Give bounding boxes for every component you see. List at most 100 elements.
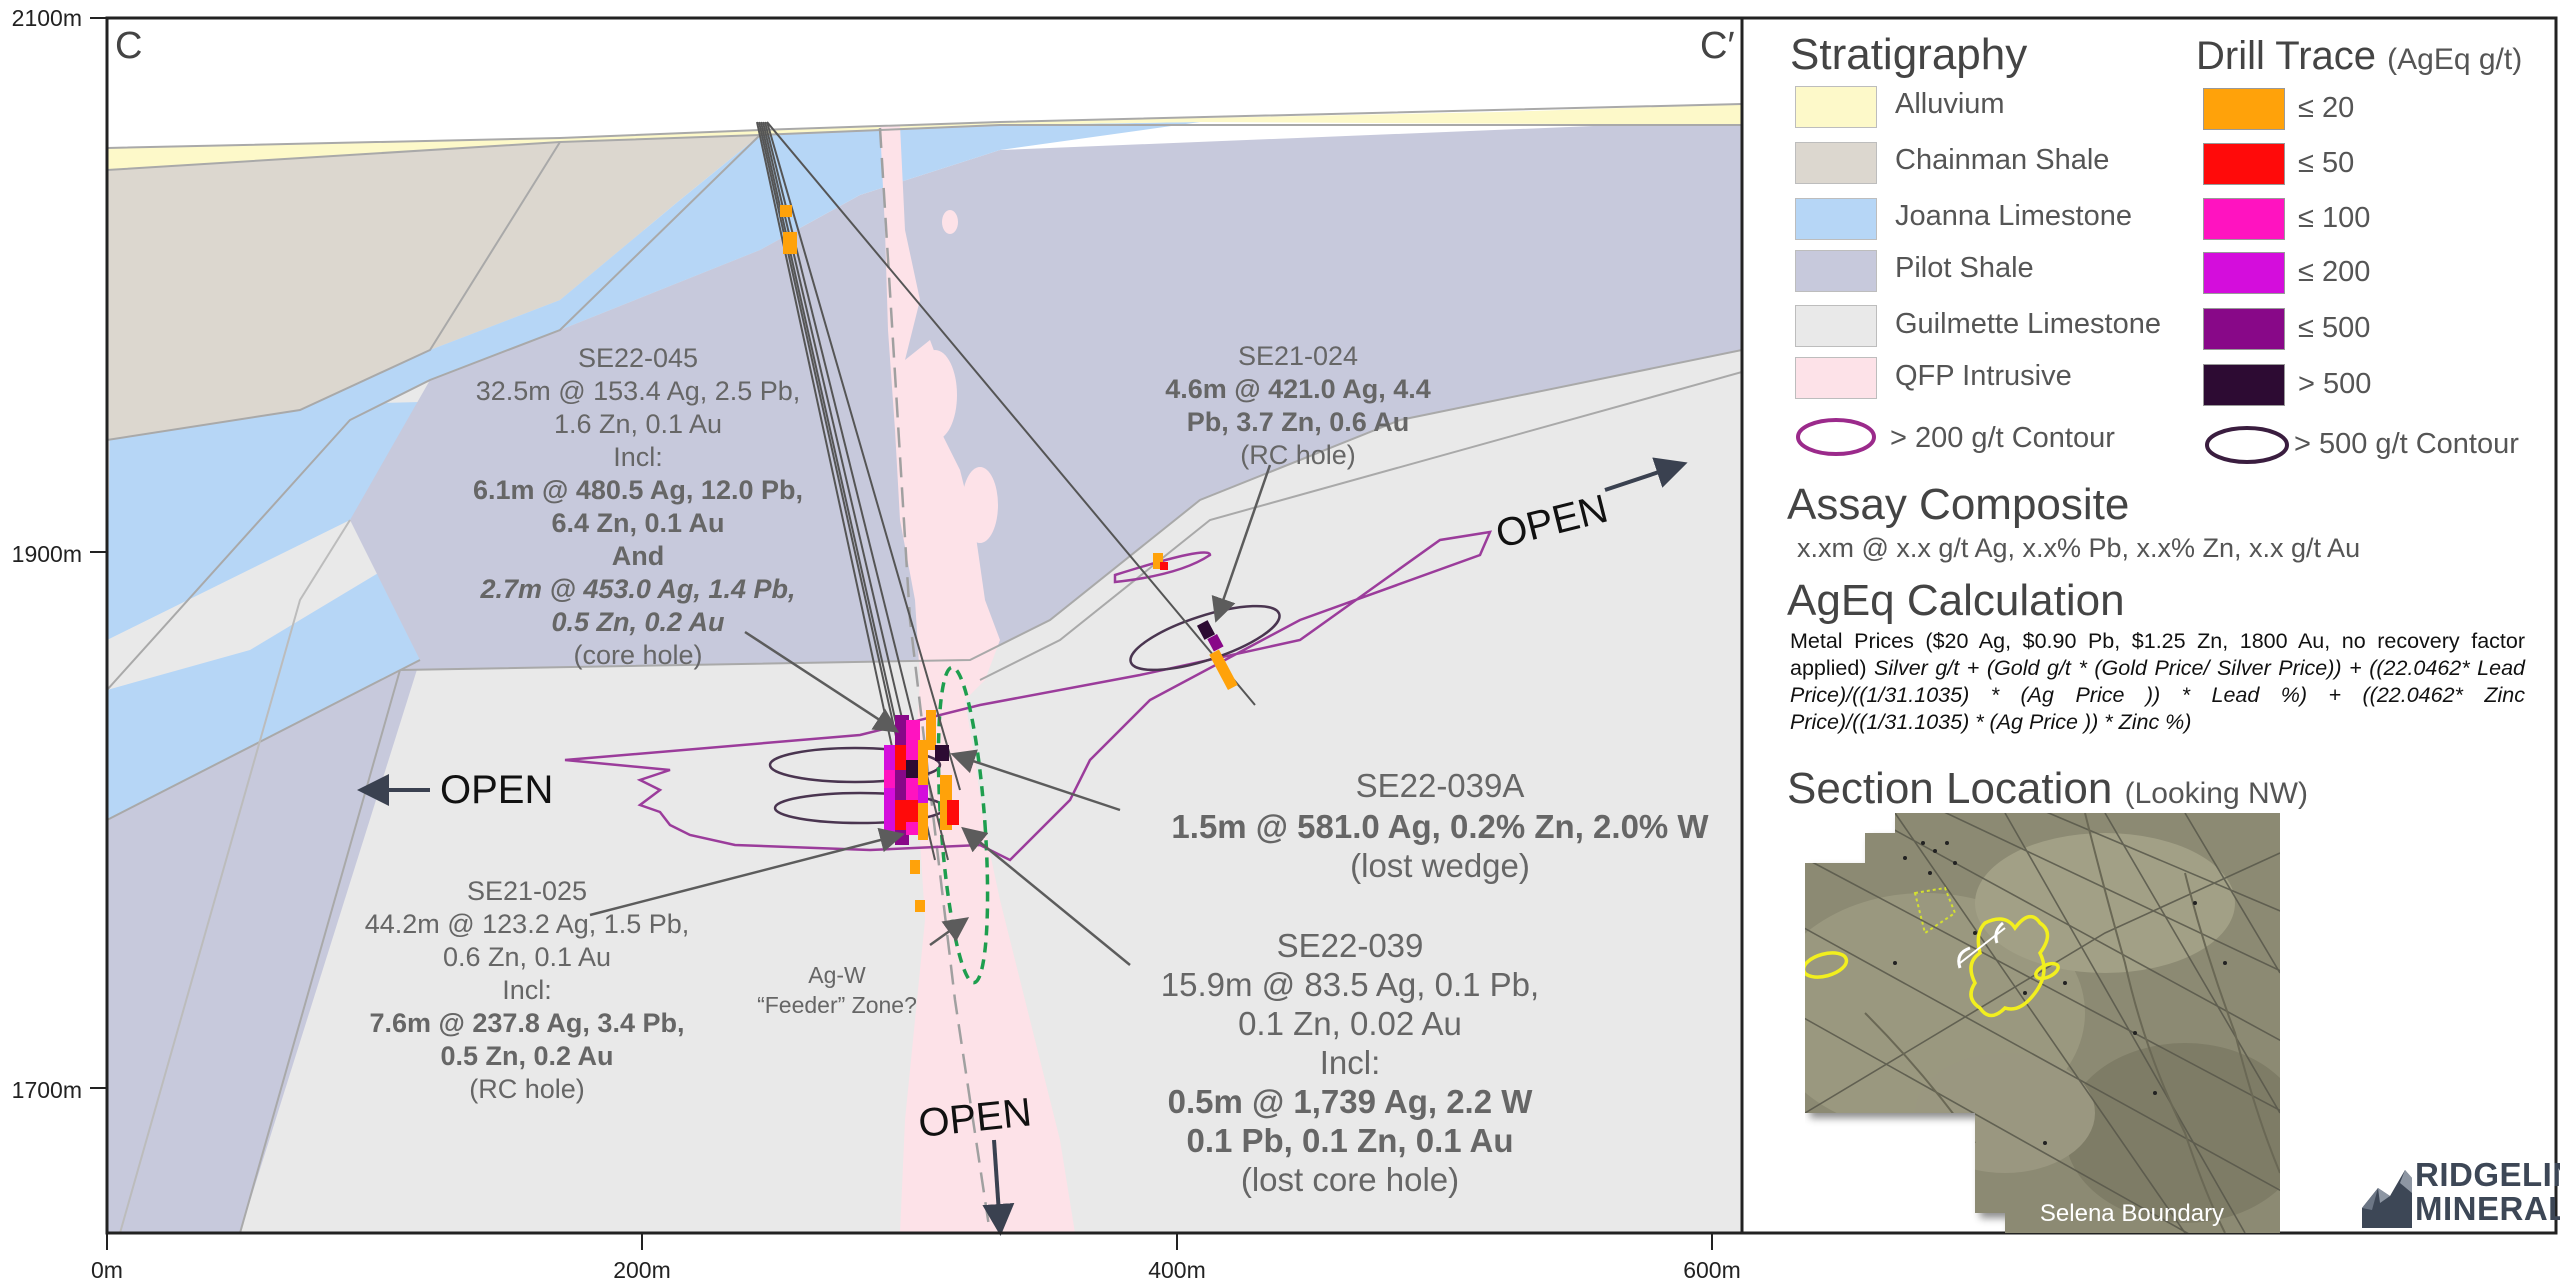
legend-label-pilot-shale: Pilot Shale [1895,252,2034,284]
contour-200-se21-024 [1113,551,1212,584]
swatch-pilot-shale [1795,250,1877,292]
section-location-map: Selena Boundary [1805,813,2280,1233]
svg-text:And: And [612,541,664,571]
drill-trace-title: Drill Trace (AgEq g/t) [2196,34,2522,79]
y-tick-2100: 2100m [12,5,82,31]
ageq-calculation-text: Metal Prices ($20 Ag, $0.90 Pb, $1.25 Zn… [1790,628,2525,736]
svg-text:4.6m @ 421.0 Ag, 4.4: 4.6m @ 421.0 Ag, 4.4 [1165,374,1430,404]
svg-text:SE22-039: SE22-039 [1277,927,1424,964]
legend-label-qfp-intrusive: QFP Intrusive [1895,360,2072,392]
assay-composite-format: x.xm @ x.x g/t Ag, x.x% Pb, x.x% Zn, x.x… [1797,533,2361,563]
svg-text:Pb, 3.7 Zn, 0.6 Au: Pb, 3.7 Zn, 0.6 Au [1187,407,1410,437]
open-label-left: OPEN [440,768,553,812]
section-location-subtitle: (Looking NW) [2124,777,2308,810]
svg-text:(lost core hole): (lost core hole) [1241,1161,1459,1198]
contour-200-main [564,530,1493,862]
trace-orange [1153,553,1163,569]
swatch-drill-gt500 [2203,364,2285,406]
legend-label-alluvium: Alluvium [1895,88,2005,120]
svg-text:(RC hole): (RC hole) [469,1074,585,1104]
swatch-drill-le50 [2203,143,2285,185]
svg-text:0.1 Zn, 0.02 Au: 0.1 Zn, 0.02 Au [1238,1005,1462,1042]
legend-label-drill-le200: ≤ 200 [2298,256,2371,288]
ageq-formula: Silver g/t + (Gold g/t * (Gold Price/ Si… [1790,656,2525,734]
svg-text:15.9m @ 83.5 Ag, 0.1 Pb,: 15.9m @ 83.5 Ag, 0.1 Pb, [1161,966,1539,1003]
section-location-title-text: Section Location [1787,764,2113,813]
contour-500-left-upper [768,746,942,784]
swatch-drill-le500 [2203,308,2285,350]
annotation-se21-025: SE21-025 44.2m @ 123.2 Ag, 1.5 Pb, 0.6 Z… [365,876,690,1104]
ageq-metal-prices: Metal Prices ($20 Ag, $0.90 Pb, $1.25 Zn… [1790,629,2525,680]
unit-pilot-shale-lower-left [107,660,420,1233]
svg-text:1.5m @ 581.0 Ag, 0.2% Zn, 2.0%: 1.5m @ 581.0 Ag, 0.2% Zn, 2.0% W [1171,808,1709,845]
legend-label-chainman-shale: Chainman Shale [1895,144,2110,176]
svg-text:Incl:: Incl: [1320,1044,1381,1081]
legend-label-guilmette-limestone: Guilmette Limestone [1895,308,2161,340]
trace-purple [1207,634,1224,652]
trace-orange [1209,649,1238,691]
svg-text:0.6 Zn, 0.1 Au: 0.6 Zn, 0.1 Au [443,942,611,972]
geology-section [107,18,1742,1233]
open-arrow-down [982,1139,1015,1236]
svg-text:0.1 Pb, 0.1 Zn, 0.1 Au: 0.1 Pb, 0.1 Zn, 0.1 Au [1186,1122,1513,1159]
main-intercept-cluster [884,710,959,912]
contour-500-legend-icon [2205,426,2289,464]
trace-orange [783,232,797,254]
svg-text:(lost wedge): (lost wedge) [1350,847,1530,884]
svg-text:“Feeder” Zone?: “Feeder” Zone? [757,992,917,1018]
svg-text:Ag-W: Ag-W [808,962,866,988]
svg-text:0.5m @ 1,739 Ag, 2.2 W: 0.5m @ 1,739 Ag, 2.2 W [1168,1083,1534,1120]
swatch-qfp-intrusive [1795,357,1877,399]
svg-text:(core hole): (core hole) [573,640,702,670]
unit-chainman-shale [107,135,760,440]
y-ticks [90,17,107,1089]
legend-label-drill-le500: ≤ 500 [2298,312,2371,344]
logo-line-1: RIDGELINE [2415,1156,2560,1193]
swatch-guilmette-limestone [1795,305,1877,347]
unit-alluvium [107,104,1742,170]
x-ticks [106,1233,1713,1250]
svg-text:7.6m @ 237.8 Ag, 3.4 Pb,: 7.6m @ 237.8 Ag, 3.4 Pb, [370,1008,685,1038]
x-axis: 0m 200m 400m 600m [91,1257,1741,1283]
stratigraphy-title: Stratigraphy [1790,30,2028,79]
y-axis: 2100m 1900m 1700m [12,5,82,1103]
svg-text:Incl:: Incl: [502,975,552,1005]
legend-label-drill-le20: ≤ 20 [2298,92,2355,124]
x-tick-200: 200m [613,1257,671,1283]
x-tick-400: 400m [1148,1257,1206,1283]
annotation-se22-039a: SE22-039A 1.5m @ 581.0 Ag, 0.2% Zn, 2.0%… [1171,767,1709,884]
svg-text:6.1m @ 480.5 Ag, 12.0 Pb,: 6.1m @ 480.5 Ag, 12.0 Pb, [473,475,803,505]
qfp-lobe [913,350,957,440]
drill-traces [756,121,1256,912]
svg-text:SE21-025: SE21-025 [467,876,587,906]
y-tick-1700: 1700m [12,1077,82,1103]
trace-dark [1196,620,1216,640]
svg-text:SE21-024: SE21-024 [1238,341,1358,371]
swatch-chainman-shale [1795,142,1877,184]
swatch-drill-le20 [2203,88,2285,130]
swatch-alluvium [1795,86,1877,128]
legend-label-contour-500: > 500 g/t Contour [2294,428,2519,460]
section-start-label: C [115,25,142,67]
swatch-drill-le200 [2203,252,2285,294]
company-logo: RIDGELINE MINERALS [2415,1158,2560,1226]
open-arrows [357,457,1688,1236]
contour-200-legend-icon [1796,418,1876,456]
svg-text:32.5m @ 153.4 Ag, 2.5 Pb,: 32.5m @ 153.4 Ag, 2.5 Pb, [476,376,801,406]
legend-label-drill-le50: ≤ 50 [2298,147,2355,179]
svg-text:6.4 Zn, 0.1 Au: 6.4 Zn, 0.1 Au [551,508,724,538]
unit-joanna-limestone-upper [300,122,1200,420]
svg-text:Incl:: Incl: [613,442,663,472]
swatch-drill-le100 [2203,198,2285,240]
logo-line-2: MINERALS [2415,1190,2560,1227]
selena-boundary-label: Selena Boundary [2040,1200,2224,1227]
ageq-calculation-title: AgEq Calculation [1787,576,2125,625]
legend-label-contour-200: > 200 g/t Contour [1890,422,2115,454]
legend-frame [1740,16,2558,1235]
unit-pilot-shale-main [350,120,1742,670]
section-end-label: C′ [1700,25,1735,67]
svg-text:1.6 Zn, 0.1 Au: 1.6 Zn, 0.1 Au [554,409,722,439]
annotation-se22-045: SE22-045 32.5m @ 153.4 Ag, 2.5 Pb, 1.6 Z… [473,343,803,670]
y-tick-1900: 1900m [12,541,82,567]
